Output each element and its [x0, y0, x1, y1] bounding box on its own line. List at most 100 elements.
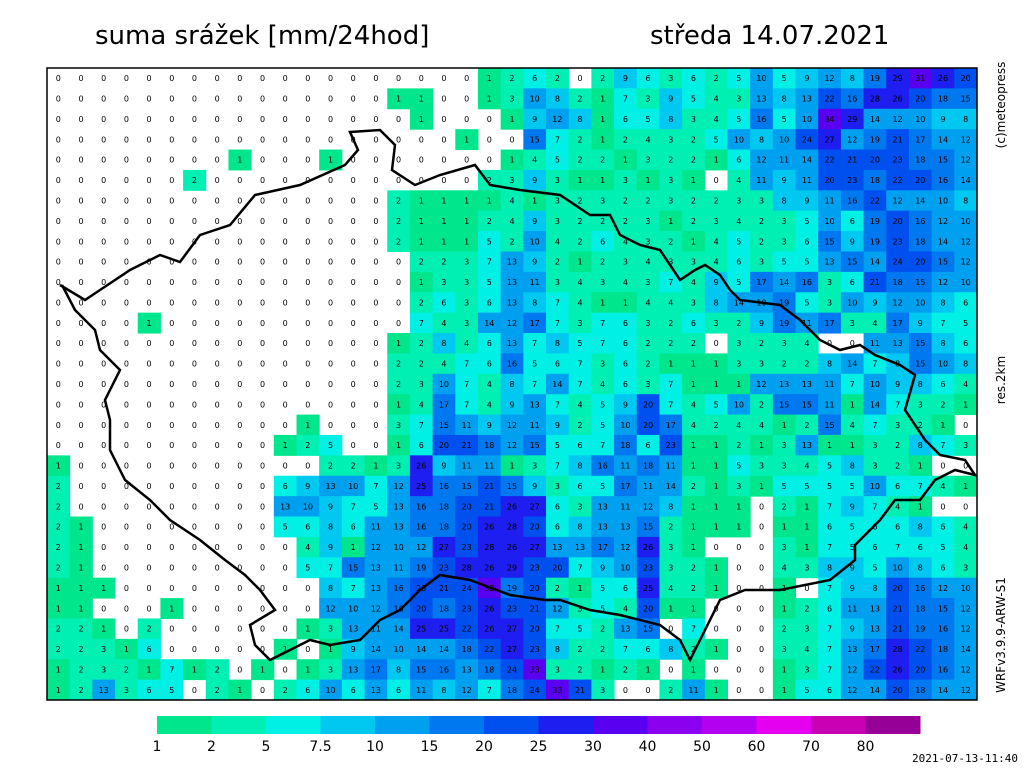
cell-value: 22 [462, 625, 472, 634]
rain-cell [477, 475, 502, 497]
cell-value: 15 [348, 563, 358, 572]
rain-cell [546, 169, 570, 191]
legend-swatch [865, 716, 921, 734]
cell-value: 23 [507, 604, 517, 613]
rain-cell [954, 292, 978, 314]
cell-value: 0 [147, 278, 152, 287]
cell-value: 5 [169, 686, 174, 695]
rain-cell [704, 353, 728, 375]
cell-value: 12 [507, 319, 517, 328]
rain-cell [477, 557, 502, 579]
cell-value: 9 [532, 258, 537, 267]
cell-value: 14 [915, 197, 925, 206]
rain-cell [387, 496, 411, 518]
rain-cell [455, 659, 479, 681]
cell-value: 3 [623, 176, 628, 185]
cell-value: 5 [714, 400, 719, 409]
cell-value: 14 [961, 645, 971, 654]
cell-value: 7 [578, 360, 583, 369]
rain-cell [818, 659, 842, 681]
rain-cell [931, 68, 955, 89]
rain-cell [477, 353, 502, 375]
cell-value: 13 [893, 339, 903, 348]
cell-value: 6 [940, 380, 945, 389]
rain-cell [636, 108, 660, 130]
rain-cell [659, 169, 683, 191]
cell-value: 7 [419, 421, 424, 430]
cell-value: 13 [824, 258, 834, 267]
cell-value: 0 [169, 319, 174, 328]
cell-value: 8 [668, 645, 673, 654]
cell-value: 0 [215, 176, 220, 185]
rain-cell [954, 394, 978, 416]
rain-cell [931, 598, 955, 619]
rain-cell [364, 598, 388, 619]
rain-cell [772, 394, 797, 416]
legend-swatch [266, 716, 321, 734]
rain-cell [614, 536, 638, 558]
rain-cell [409, 496, 434, 518]
cell-value: 0 [192, 380, 197, 389]
cell-value: 16 [938, 625, 948, 634]
cell-value: 8 [940, 339, 945, 348]
rain-cell [296, 414, 320, 436]
rain-cell [568, 475, 592, 497]
rain-cell [772, 251, 797, 273]
cell-value: 2 [736, 319, 741, 328]
cell-value: 13 [756, 95, 766, 104]
rain-cell [863, 638, 887, 660]
rain-cell [818, 679, 842, 701]
rain-cell [863, 169, 887, 191]
rain-cell [47, 475, 71, 497]
rain-cell [931, 210, 955, 232]
cell-value: 0 [668, 625, 673, 634]
cell-value: 0 [101, 74, 106, 83]
cell-value: 16 [802, 278, 812, 287]
rain-cell [818, 373, 842, 395]
rain-cell [636, 516, 660, 538]
cell-value: 0 [260, 156, 265, 165]
cell-value: 18 [938, 95, 948, 104]
cell-value: 0 [351, 197, 356, 206]
cell-value: 3 [578, 319, 583, 328]
rain-cell [954, 169, 978, 191]
cell-value: 0 [101, 360, 106, 369]
cell-value: 5 [600, 482, 605, 491]
rain-cell [886, 312, 910, 334]
cell-value: 2 [578, 135, 583, 144]
cell-value: 26 [484, 604, 494, 613]
cell-value: 0 [464, 176, 469, 185]
rain-cell [341, 557, 366, 579]
cell-value: 2 [328, 462, 333, 471]
cell-value: 8 [918, 441, 923, 450]
cell-value: 13 [598, 523, 608, 532]
cell-value: 28 [484, 543, 494, 552]
cell-value: 3 [396, 421, 401, 430]
cell-value: 0 [237, 339, 242, 348]
cell-value: 14 [484, 319, 494, 328]
rain-cell [908, 68, 933, 89]
cell-value: 3 [600, 197, 605, 206]
rain-cell [908, 169, 933, 191]
cell-value: 2 [600, 625, 605, 634]
cell-value: 0 [736, 686, 741, 695]
rain-cell [523, 618, 547, 640]
cell-value: 20 [824, 176, 834, 185]
rain-cell [840, 577, 865, 599]
cell-value: 1 [147, 319, 152, 328]
cell-value: 0 [736, 665, 741, 674]
cell-value: 13 [779, 380, 789, 389]
cell-value: 20 [416, 604, 426, 613]
rain-cell [273, 679, 298, 701]
cell-value: 12 [371, 543, 381, 552]
cell-value: 3 [646, 156, 651, 165]
cell-value: 21 [484, 502, 494, 511]
cell-value: 0 [736, 543, 741, 552]
cell-value: 26 [416, 462, 426, 471]
cell-value: 1 [714, 686, 719, 695]
cell-value: 0 [283, 217, 288, 226]
cell-value: 3 [736, 482, 741, 491]
cell-value: 1 [487, 74, 492, 83]
cell-value: 11 [462, 462, 472, 471]
